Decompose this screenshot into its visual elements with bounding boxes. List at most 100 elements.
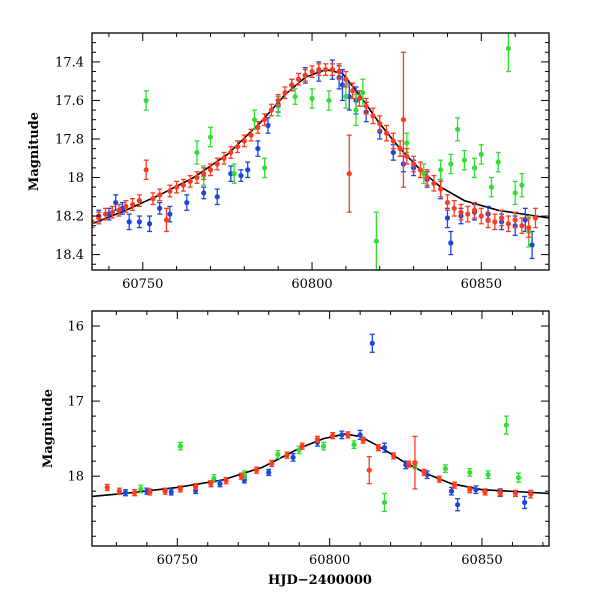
y-tick-label: 18 [67,171,84,186]
model-fit-curve [92,433,549,498]
blue-data-point [448,486,455,496]
green-data-point [177,441,183,451]
red-data-point [194,171,200,184]
green-data-point [381,492,388,513]
bottom-panel-magnitude-plot: 60750 60800 60850 16 17 18 Magnitude HJD−2400… [41,310,550,588]
blue-data-point [255,140,261,157]
blue-data-point [455,498,461,512]
blue-data-point [444,207,451,229]
red-data-point [406,460,412,468]
y-tick-label: 18.2 [55,210,84,225]
red-data-point [377,115,383,132]
x-tick-label: 60850 [461,553,502,568]
blue-data-point [201,186,207,200]
red-data-point [499,209,505,227]
red-data-point [163,207,170,233]
red-data-point [208,480,214,488]
red-data-point [157,188,163,202]
red-data-point [436,475,442,483]
red-data-point [248,128,254,142]
red-data-point [431,174,437,192]
green-data-point [326,90,332,111]
green-data-point [194,140,200,165]
red-data-point [167,184,173,198]
red-data-point [410,155,417,173]
blue-data-point [238,169,244,183]
green-data-point [143,90,149,111]
red-data-point [223,477,229,485]
red-data-point [147,488,153,496]
green-data-point [455,117,461,142]
blue-data-point [290,453,296,462]
green-data-point [448,153,454,175]
green-data-point [320,441,327,451]
green-data-point [138,484,144,494]
green-data-point [478,144,484,165]
green-data-point [353,94,359,127]
red-data-point [130,198,136,211]
red-data-point [309,65,315,78]
red-data-point [116,203,122,217]
green-data-point [495,151,501,173]
red-data-point [471,201,478,219]
x-tick-label: 60750 [122,277,163,292]
green-data-point [343,84,349,109]
red-data-point [412,435,418,490]
blue-data-point [146,215,153,233]
green-data-point [231,163,237,184]
red-data-point [345,431,351,439]
red-data-point [451,481,458,489]
green-data-point [292,88,298,105]
red-data-point [482,488,488,496]
x-tick-label: 60800 [291,277,332,292]
red-data-point [421,468,427,477]
red-data-point [375,443,381,452]
y-tick-label: 16 [67,320,84,335]
red-data-point [289,78,295,92]
red-data-point [96,211,102,225]
red-data-point [526,217,532,238]
red-data-point [316,63,322,77]
y-tick-label: 18 [67,470,84,485]
red-data-point [350,82,356,100]
green-data-point [262,157,268,179]
red-data-point [363,97,369,115]
red-data-point [102,207,109,221]
red-data-point [366,456,372,485]
red-data-point [269,459,275,468]
green-data-point [503,415,509,435]
red-data-point [268,103,275,117]
blue-data-point [266,468,272,477]
red-data-point [302,68,308,82]
red-data-point [346,134,352,213]
top-panel-frame [91,32,550,271]
top-panel-magnitude-plot: 60750 60800 60850 17.4 17.6 17.8 18 18.2 18.4 Ma… [27,32,550,292]
red-data-point [201,167,207,181]
red-data-point [532,207,539,229]
red-data-point [467,486,473,494]
red-data-point [528,489,534,499]
blue-data-point [369,333,375,353]
y-tick-label: 17.4 [55,55,84,70]
green-data-point [442,464,449,474]
red-data-point [238,472,244,480]
bottom-panel-y-axis-label: Magnitude [41,389,56,468]
red-data-point [207,163,214,177]
red-data-point [360,436,366,444]
blue-data-point [473,485,479,495]
red-data-point [234,140,241,154]
red-data-point [174,180,180,194]
blue-data-point [245,161,251,179]
red-data-point [390,132,396,150]
bottom-panel-x-axis-label: HJD−2400000 [268,573,372,588]
red-data-point [329,63,335,77]
red-data-point [356,90,363,107]
blue-data-point [126,213,132,231]
green-data-point [467,468,473,477]
red-data-point [282,86,288,100]
red-data-point [143,159,149,181]
blue-data-point [113,194,119,211]
red-data-point [255,120,261,134]
blue-data-point [167,205,173,223]
